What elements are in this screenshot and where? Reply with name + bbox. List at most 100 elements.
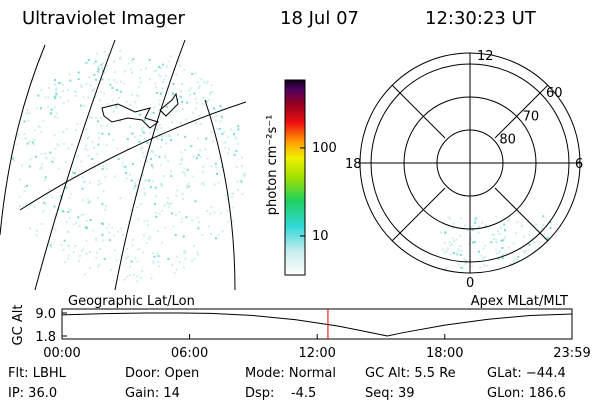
noise (154, 186, 157, 189)
noise (514, 257, 517, 260)
noise (28, 140, 31, 143)
noise (169, 169, 172, 172)
noise (484, 244, 487, 247)
noise (230, 128, 233, 131)
noise (237, 125, 240, 128)
colorbar (284, 79, 306, 276)
noise (129, 265, 132, 268)
noise (241, 165, 244, 168)
noise (37, 125, 40, 128)
noise (209, 92, 212, 95)
noise (127, 220, 130, 223)
noise (490, 241, 493, 244)
noise (191, 73, 194, 76)
noise (45, 157, 48, 160)
noise (206, 157, 209, 160)
noise (151, 167, 154, 170)
noise (532, 261, 535, 264)
noise (185, 187, 188, 190)
noise (474, 217, 477, 220)
noise (460, 217, 463, 220)
noise (517, 255, 520, 258)
noise (104, 208, 107, 211)
noise (98, 137, 101, 140)
noise (88, 76, 91, 79)
noise (115, 81, 118, 84)
noise (215, 237, 218, 240)
noise (215, 166, 218, 169)
noise (53, 115, 56, 118)
noise (459, 253, 462, 256)
noise (200, 78, 203, 81)
mlt-label: 18 (345, 157, 362, 172)
noise (191, 111, 194, 114)
noise (100, 116, 103, 119)
noise (65, 186, 68, 189)
noise (40, 223, 43, 226)
noise (60, 82, 63, 85)
noise (159, 66, 162, 69)
noise (116, 106, 119, 109)
noise (74, 129, 77, 132)
noise (202, 181, 205, 184)
noise (96, 153, 99, 156)
noise (88, 181, 91, 184)
noise (70, 192, 73, 195)
noise (89, 250, 92, 253)
noise (240, 156, 243, 159)
noise (446, 247, 449, 250)
noise (126, 137, 129, 140)
noise (39, 167, 42, 170)
noise (179, 122, 182, 125)
noise (89, 219, 92, 222)
noise (167, 159, 170, 162)
noise (72, 171, 75, 174)
noise (167, 258, 170, 261)
noise (179, 64, 182, 67)
noise (73, 223, 76, 226)
noise (233, 133, 236, 136)
noise (205, 82, 208, 85)
noise (41, 162, 44, 165)
noise (148, 235, 151, 238)
noise (95, 256, 98, 259)
noise (245, 173, 246, 176)
noise (215, 173, 218, 176)
noise (148, 58, 151, 61)
noise (119, 90, 122, 93)
noise (67, 100, 70, 103)
noise (80, 84, 83, 87)
noise (197, 226, 200, 229)
noise (481, 221, 484, 224)
noise (175, 255, 178, 258)
noise (243, 175, 246, 178)
noise (179, 90, 182, 93)
noise (210, 165, 213, 168)
noise (84, 147, 87, 150)
noise (160, 134, 163, 137)
noise (507, 246, 510, 249)
noise (82, 248, 85, 251)
noise (498, 233, 501, 236)
noise (40, 152, 43, 155)
noise (463, 258, 466, 261)
noise (158, 212, 161, 215)
noise (82, 213, 85, 216)
noise (116, 89, 119, 92)
noise (53, 95, 56, 98)
noise (151, 111, 154, 114)
noise (226, 135, 229, 138)
noise (167, 60, 170, 63)
noise (53, 205, 56, 208)
noise (101, 203, 104, 206)
noise (49, 151, 52, 154)
noise (449, 244, 452, 247)
noise (217, 181, 220, 184)
noise (460, 266, 463, 269)
noise (173, 93, 176, 96)
noise (121, 162, 124, 165)
noise (106, 54, 109, 57)
noise (493, 233, 496, 236)
noise (157, 230, 160, 233)
noise (129, 173, 132, 176)
